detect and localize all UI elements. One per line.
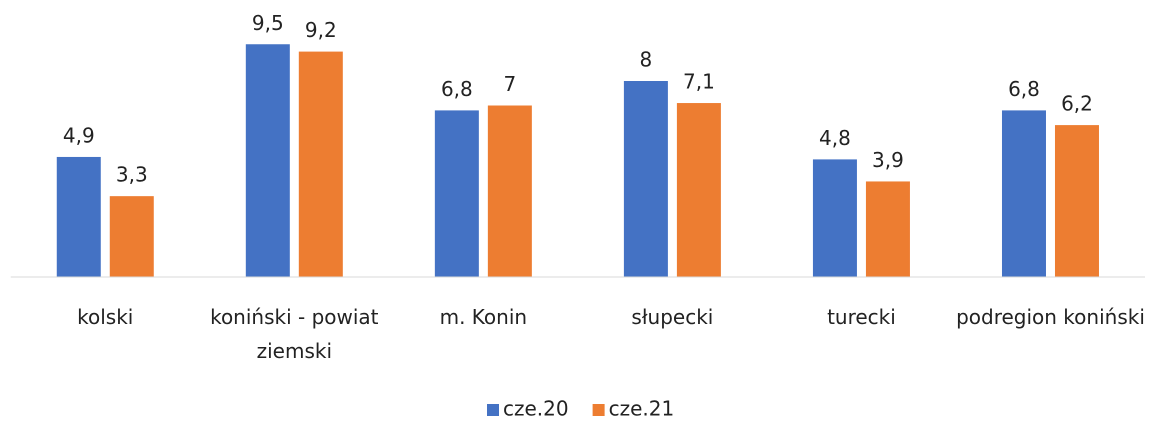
- bar: [865, 181, 910, 277]
- data-label: 9,5: [252, 11, 284, 35]
- legend-swatch: [592, 404, 605, 416]
- data-label: 7,1: [683, 70, 715, 94]
- legend-label: cze.20: [503, 397, 569, 421]
- data-label: 4,8: [819, 126, 851, 150]
- bar: [1054, 125, 1099, 277]
- x-tick-label-box: m. Konin: [439, 305, 528, 329]
- x-tick-label-box: kolski: [77, 305, 134, 329]
- data-label: 4,9: [63, 123, 95, 147]
- data-label: 9,2: [305, 18, 337, 42]
- bar: [623, 81, 668, 277]
- data-label: 6,2: [1061, 92, 1093, 116]
- x-tick-label-box: turecki: [827, 305, 896, 329]
- x-tick-label-box: słupecki: [631, 305, 714, 329]
- x-tick-label-box: koniński - powiat ziemski: [210, 305, 379, 363]
- bar: [1001, 110, 1046, 278]
- data-label: 3,3: [116, 163, 148, 187]
- data-label: 7: [503, 72, 516, 96]
- bar: [676, 103, 721, 277]
- x-tick-label-box: podregion koniński: [956, 305, 1145, 329]
- bar: [245, 44, 290, 277]
- bar: [109, 196, 154, 277]
- bar: [812, 159, 857, 277]
- x-tick-label: kolski: [77, 305, 134, 329]
- bar: [298, 51, 343, 277]
- data-label: 6,8: [441, 77, 473, 101]
- bar: [434, 110, 479, 278]
- x-tick-label: m. Konin: [439, 305, 528, 329]
- data-label: 3,9: [872, 148, 904, 172]
- x-tick-label: turecki: [827, 305, 896, 329]
- legend-label: cze.21: [609, 397, 675, 421]
- x-tick-label: słupecki: [631, 305, 714, 329]
- legend-swatch: [487, 404, 499, 416]
- x-tick-label: koniński - powiat ziemski: [210, 305, 379, 363]
- bar: [487, 105, 532, 277]
- data-label: 6,8: [1008, 77, 1040, 101]
- x-tick-label: podregion koniński: [956, 305, 1145, 329]
- data-label: 8: [640, 48, 653, 72]
- bar: [56, 156, 101, 277]
